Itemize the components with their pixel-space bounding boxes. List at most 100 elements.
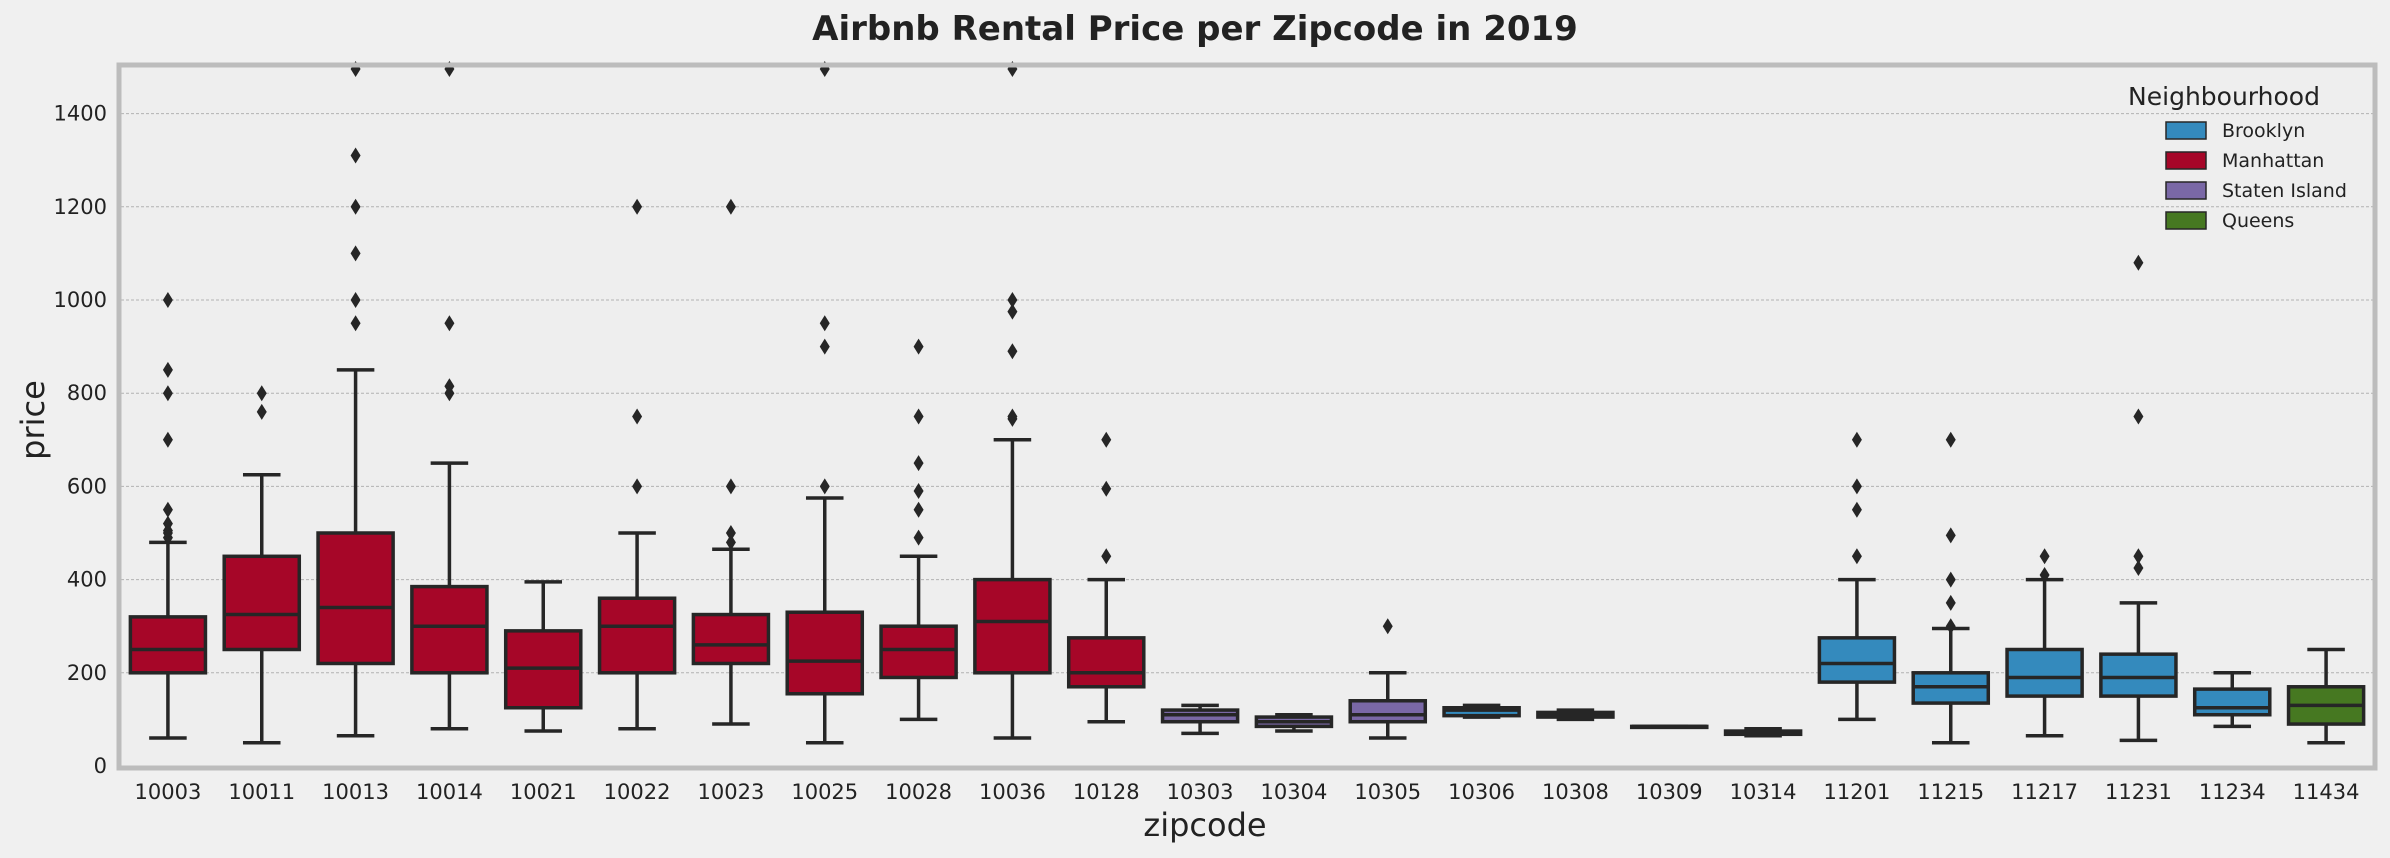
- flier-10013-4: [350, 147, 361, 164]
- x-tick-label-11217: 11217: [2011, 780, 2078, 804]
- box-10304: [1254, 712, 1334, 733]
- flier-10028-1: [913, 501, 924, 518]
- y-axis-ticks: 0 200 400 600 800 1000 1200 1400: [54, 102, 107, 778]
- box-11215: [1911, 431, 1991, 745]
- box-iqr-10011: [222, 554, 302, 652]
- legend-title: Neighbourhood: [2128, 82, 2320, 111]
- legend-label-brooklyn: Brooklyn: [2222, 120, 2305, 142]
- x-tick-label-11201: 11201: [1824, 780, 1891, 804]
- box-11217: [2005, 548, 2084, 738]
- y-tick-label-0: 0: [94, 754, 107, 778]
- box-11231: [2099, 254, 2178, 743]
- flier-11215-2: [1945, 571, 1956, 588]
- box-iqr-10025: [785, 610, 865, 696]
- box-11434: [2286, 647, 2366, 745]
- legend-label-manhattan: Manhattan: [2222, 150, 2324, 172]
- flier-10028-5: [913, 338, 924, 355]
- flier-10036-2: [1007, 343, 1018, 360]
- legend: Neighbourhood Brooklyn Manhattan Staten Is…: [2128, 82, 2347, 232]
- flier-10013-2: [350, 245, 361, 262]
- box-10003: [128, 292, 208, 740]
- box-10309: [1629, 724, 1709, 730]
- x-tick-label-10036: 10036: [979, 780, 1046, 804]
- legend-label-staten-island: Staten Island: [2222, 180, 2347, 202]
- flier-11217-0: [2039, 566, 2050, 583]
- flier-11217-1: [2039, 548, 2050, 565]
- x-tick-label-10014: 10014: [416, 780, 483, 804]
- y-tick-label-1400: 1400: [54, 102, 107, 126]
- flier-10003-3: [162, 515, 173, 532]
- flier-11201-2: [1851, 478, 1862, 495]
- flier-10003-7: [162, 361, 173, 378]
- flier-10128-2: [1101, 431, 1112, 448]
- flier-10305-0: [1382, 618, 1393, 635]
- box-iqr-10013: [316, 531, 395, 666]
- x-tick-label-11434: 11434: [2293, 780, 2360, 804]
- flier-11215-0: [1945, 618, 1956, 635]
- x-tick-label-11231: 11231: [2105, 780, 2172, 804]
- box-10303: [1160, 703, 1240, 736]
- x-tick-label-10309: 10309: [1636, 780, 1703, 804]
- y-tick-label-600: 600: [67, 474, 107, 498]
- x-tick-label-10305: 10305: [1354, 780, 1421, 804]
- x-tick-label-10025: 10025: [791, 780, 858, 804]
- box-10306: [1442, 703, 1521, 719]
- flier-10022-2: [632, 198, 643, 215]
- flier-11201-1: [1851, 501, 1862, 518]
- x-axis-label: zipcode: [1143, 806, 1266, 844]
- box-10314: [1723, 726, 1803, 738]
- x-tick-label-10011: 10011: [228, 780, 295, 804]
- box-10036: [973, 61, 1052, 740]
- flier-10025-0: [819, 478, 830, 495]
- flier-10011-0: [256, 403, 267, 420]
- box-iqr-10036: [973, 577, 1052, 675]
- box-iqr-10128: [1066, 636, 1146, 689]
- flier-10014-2: [444, 315, 455, 332]
- legend-swatch-manhattan: [2165, 151, 2207, 170]
- flier-11215-1: [1945, 594, 1956, 611]
- flier-10013-1: [350, 292, 361, 308]
- box-10025: [785, 61, 865, 745]
- plot-area: [121, 67, 2373, 766]
- boxes-layer: [128, 61, 2366, 745]
- y-tick-label-800: 800: [67, 381, 107, 405]
- legend-swatch-queens: [2165, 211, 2207, 230]
- flier-10028-0: [913, 529, 924, 546]
- x-tick-label-10128: 10128: [1073, 780, 1140, 804]
- flier-10023-3: [725, 198, 736, 215]
- legend-swatch-brooklyn: [2165, 121, 2207, 140]
- legend-label-queens: Queens: [2222, 210, 2294, 232]
- y-tick-label-200: 200: [67, 661, 107, 685]
- box-iqr-11201: [1817, 636, 1897, 684]
- x-tick-label-11234: 11234: [2199, 780, 2266, 804]
- x-tick-label-10022: 10022: [604, 780, 671, 804]
- box-iqr-11231: [2099, 652, 2178, 698]
- box-iqr-10003: [128, 615, 208, 675]
- flier-10036-4: [1007, 292, 1018, 308]
- box-10011: [222, 385, 302, 745]
- flier-10028-4: [913, 408, 924, 425]
- x-tick-label-10303: 10303: [1167, 780, 1234, 804]
- box-11234: [2192, 671, 2272, 729]
- box-10021: [503, 580, 583, 733]
- flier-11231-2: [2133, 408, 2144, 425]
- chart-title: Airbnb Rental Price per Zipcode in 2019: [812, 9, 1578, 49]
- y-tick-label-1200: 1200: [54, 195, 107, 219]
- flier-10022-0: [632, 478, 643, 495]
- flier-11215-3: [1945, 527, 1956, 544]
- flier-10013-0: [350, 315, 361, 332]
- box-iqr-11217: [2005, 647, 2084, 698]
- box-iqr-10023: [691, 612, 771, 666]
- legend-swatch-staten-island: [2165, 181, 2207, 200]
- box-iqr-11234: [2192, 687, 2272, 717]
- x-tick-label-10028: 10028: [885, 780, 952, 804]
- flier-10003-5: [162, 431, 173, 448]
- box-10308: [1536, 708, 1615, 722]
- flier-10025-1: [819, 338, 830, 355]
- flier-10025-2: [819, 315, 830, 332]
- y-tick-label-400: 400: [67, 568, 107, 592]
- y-tick-label-1000: 1000: [54, 288, 107, 312]
- flier-10023-0: [725, 534, 736, 551]
- flier-11215-4: [1945, 431, 1956, 448]
- flier-10028-3: [913, 455, 924, 472]
